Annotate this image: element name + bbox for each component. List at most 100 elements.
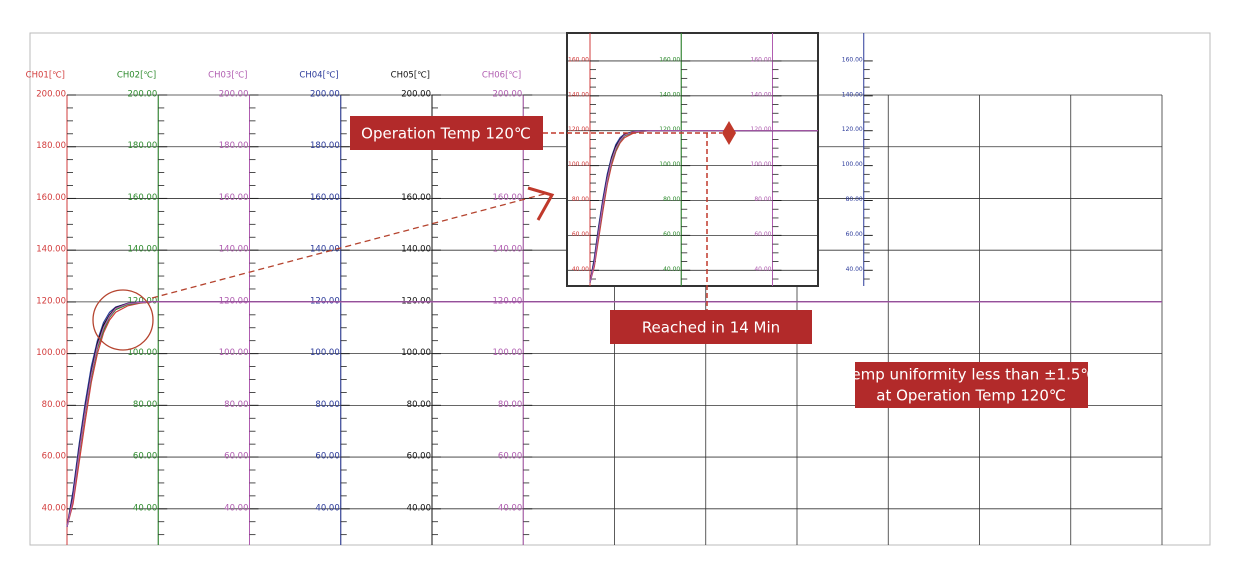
y-tick-label: 60.00	[846, 231, 863, 238]
y-tick-label: 60.00	[572, 231, 589, 238]
y-tick-label: 200.00	[493, 90, 523, 100]
y-tick-label: 40.00	[846, 266, 863, 273]
y-tick-label: 180.00	[310, 141, 340, 151]
y-tick-label: 80.00	[663, 196, 680, 203]
annotations: Operation Temp 120℃ Reached in 14 Min Te…	[350, 116, 1097, 408]
y-tick-label: 140.00	[493, 245, 523, 255]
annotation: at Operation Temp 120℃	[876, 387, 1065, 405]
series-line	[589, 130, 818, 283]
y-tick-label: 120.00	[659, 126, 680, 133]
series-line	[66, 301, 1162, 528]
y-tick-label: 160.00	[568, 56, 589, 63]
annotation-box	[350, 116, 543, 150]
y-tick-label: 40.00	[754, 266, 771, 273]
y-tick-label: 120.00	[751, 126, 772, 133]
y-tick-label: 160.00	[751, 56, 772, 63]
y-tick-label: 80.00	[407, 400, 431, 410]
y-tick-label: 100.00	[219, 348, 249, 358]
y-tick-label: 140.00	[128, 245, 158, 255]
channel-header: CH05[℃]	[391, 71, 430, 81]
y-tick-label: 200.00	[219, 90, 249, 100]
y-tick-label: 40.00	[224, 503, 248, 513]
y-tick-label: 200.00	[128, 90, 158, 100]
y-tick-label: 100.00	[659, 161, 680, 168]
y-tick-label: 160.00	[401, 193, 431, 203]
y-tick-label: 200.00	[401, 90, 431, 100]
series-lines	[66, 301, 1162, 528]
y-tick-label: 120.00	[36, 296, 66, 306]
y-tick-label: 140.00	[401, 245, 431, 255]
y-tick-label: 140.00	[310, 245, 340, 255]
zoom-circle	[92, 289, 154, 351]
annotation: Operation Temp 120℃	[361, 125, 531, 143]
y-tick-label: 80.00	[754, 196, 771, 203]
y-tick-label: 160.00	[36, 193, 66, 203]
y-tick-label: 200.00	[36, 90, 66, 100]
inset-plot: 40.00 60.00 80.00 100.00 120.00 140.00 160.00 4…	[566, 32, 873, 287]
channel-header: CH06[℃]	[482, 71, 521, 81]
y-tick-label: 160.00	[219, 193, 249, 203]
y-tick-label: 180.00	[36, 141, 66, 151]
y-tick-label: 120.00	[842, 126, 863, 133]
y-tick-label: 60.00	[663, 231, 680, 238]
y-tick-label: 40.00	[498, 503, 522, 513]
y-tick-label: 140.00	[842, 91, 863, 98]
y-tick-label: 80.00	[572, 196, 589, 203]
annotation: Reached in 14 Min	[642, 319, 780, 337]
y-tick-label: 40.00	[663, 266, 680, 273]
series-lines	[589, 130, 818, 283]
y-tick-label: 140.00	[659, 91, 680, 98]
y-tick-label: 80.00	[224, 400, 248, 410]
y-tick-label: 140.00	[568, 91, 589, 98]
y-tick-label: 40.00	[315, 503, 339, 513]
channel-header: CH04[℃]	[299, 71, 338, 81]
y-tick-label: 60.00	[133, 452, 157, 462]
y-tick-label: 40.00	[407, 503, 431, 513]
y-tick-label: 100.00	[751, 161, 772, 168]
y-tick-label: 40.00	[133, 503, 157, 513]
y-tick-label: 100.00	[128, 348, 158, 358]
annotation-box	[610, 310, 812, 344]
y-tick-label: 100.00	[568, 161, 589, 168]
y-tick-label: 100.00	[36, 348, 66, 358]
y-tick-label: 140.00	[36, 245, 66, 255]
y-tick-label: 100.00	[842, 161, 863, 168]
zoom-callout	[92, 186, 555, 351]
y-tick-label: 60.00	[42, 452, 66, 462]
y-tick-label: 140.00	[219, 245, 249, 255]
operation-marker	[722, 121, 736, 145]
channel-header: CH01[℃]	[26, 71, 65, 81]
zoom-arrow	[527, 186, 555, 221]
y-tick-label: 140.00	[751, 91, 772, 98]
y-tick-label: 180.00	[219, 141, 249, 151]
y-tick-label: 40.00	[42, 503, 66, 513]
y-tick-label: 80.00	[846, 196, 863, 203]
annotation-box	[855, 362, 1088, 408]
y-tick-label: 100.00	[493, 348, 523, 358]
y-tick-label: 160.00	[659, 56, 680, 63]
y-tick-label: 200.00	[310, 90, 340, 100]
y-tick-label: 80.00	[133, 400, 157, 410]
y-tick-label: 60.00	[498, 452, 522, 462]
y-tick-label: 40.00	[572, 266, 589, 273]
zoom-line	[151, 192, 549, 299]
y-tick-label: 80.00	[42, 400, 66, 410]
y-tick-label: 160.00	[128, 193, 158, 203]
y-tick-label: 80.00	[498, 400, 522, 410]
y-tick-label: 60.00	[407, 452, 431, 462]
y-tick-label: 60.00	[754, 231, 771, 238]
y-tick-label: 80.00	[315, 400, 339, 410]
y-tick-label: 160.00	[493, 193, 523, 203]
inset-border	[566, 32, 819, 287]
series-line	[589, 130, 818, 283]
y-tick-label: 60.00	[315, 452, 339, 462]
channel-header: CH02[℃]	[117, 71, 156, 81]
channel-header: CH03[℃]	[208, 71, 247, 81]
annotation: Temp uniformity less than ±1.5℃	[844, 366, 1098, 384]
y-tick-label: 160.00	[310, 193, 340, 203]
y-tick-label: 160.00	[842, 56, 863, 63]
y-tick-label: 100.00	[310, 348, 340, 358]
y-tick-label: 180.00	[128, 141, 158, 151]
y-tick-label: 120.00	[568, 126, 589, 133]
